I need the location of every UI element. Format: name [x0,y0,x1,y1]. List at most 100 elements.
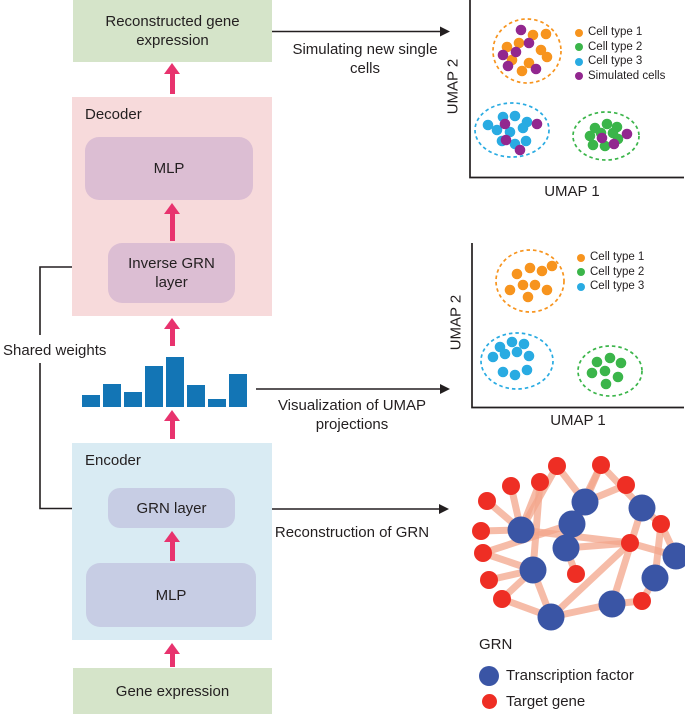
target-gene-node [567,565,585,583]
legend-label: Cell type 1 [590,251,645,263]
target-gene-node [531,473,549,491]
up-arrow-icon [164,203,180,241]
legend-row: Cell type 3 [575,55,665,68]
target-gene-node [652,515,670,533]
grn-legend: Transcription factor Target gene [478,664,634,714]
legend-dot-icon [481,694,497,709]
cluster-outline [577,345,643,397]
cell-dot [586,367,598,379]
legend-label: Simulated cells [588,69,666,82]
target-gene-node [472,522,490,540]
transcription-factor-node [662,542,685,570]
cell-dot [608,138,620,150]
cell-dot [522,291,534,303]
cluster-outline [480,332,554,390]
legend-label: Transcription factor [506,667,634,684]
up-arrow-icon [164,410,180,439]
legend-row: Target gene [478,690,634,713]
legend-row: Cell type 1 [577,251,644,264]
cell-dot [523,350,535,362]
cell-dot [513,37,525,49]
cell-dot [524,262,536,274]
encoder-mlp-box: MLP [86,563,256,627]
grn-layer-label: GRN layer [136,499,207,517]
cell-dot [521,364,533,376]
umap-top-xlabel: UMAP 1 [544,183,600,200]
encoder-label: Encoder [85,452,141,469]
legend-dot-icon [575,57,583,66]
cell-dot [540,28,552,40]
cell-dot [501,41,513,53]
cell-dot [499,348,511,360]
legend-dot-icon [575,43,583,51]
cell-dot [596,132,608,144]
cell-dot [516,65,528,77]
weight-bar [208,399,226,407]
cell-dot [510,46,522,58]
weights-histogram [82,357,247,407]
cell-dot [535,44,547,56]
cell-dot [529,279,541,291]
visualize-arrow-label: Visualization of UMAP projections [277,397,427,433]
transcription-factor-node [519,556,547,584]
cell-dot [504,126,516,138]
cell-dot [518,338,530,350]
up-arrow-icon [164,531,180,561]
cell-dot [517,122,529,134]
cell-dot [615,357,627,369]
cluster-outline [474,102,550,158]
legend-row: Cell type 2 [577,266,644,279]
cell-dot [497,49,509,61]
visualize-arrowhead-icon [440,384,450,394]
legend-label: Cell type 3 [588,55,643,67]
cell-dot [600,378,612,390]
target-gene-node [592,456,610,474]
legend-row: Simulated cells [575,70,665,83]
transcription-factor-node [552,534,580,562]
transcription-factor-node [628,494,656,522]
shared-weights-label: Shared weights [1,341,109,360]
legend-dot-icon [577,253,585,262]
cell-dot [546,260,558,272]
weight-bar [229,374,247,407]
cell-dot [509,110,521,122]
encoder-mlp-label: MLP [155,586,187,604]
legend-dot-wrap [478,694,500,709]
transcription-factor-node [571,488,599,516]
cell-dot [530,63,542,75]
legend-row: Cell type 2 [575,41,665,54]
cell-dot [500,134,512,146]
umap-mid-scatter [480,249,643,397]
legend-dot-icon [575,28,583,37]
legend-label: Cell type 2 [588,40,643,53]
grn-edge [547,539,634,621]
weight-bar [103,384,121,407]
target-gene-node [493,590,511,608]
weight-bar [82,395,100,407]
cluster-outline [495,249,565,313]
cell-dot [506,336,518,348]
umap-top-scatter [474,18,640,161]
decoder-mlp-box: MLP [85,137,253,200]
cell-dot [520,135,532,147]
cell-dot [511,268,523,280]
target-gene-node [617,476,635,494]
inverse-grn-layer-box: Inverse GRN layer [108,243,235,303]
cell-dot [541,51,553,63]
decoder-mlp-label: MLP [153,160,185,177]
target-gene-node [502,477,520,495]
cell-dot [599,140,611,152]
cell-dot [531,118,543,130]
legend-dot-icon [577,268,585,276]
cell-dot [523,37,535,49]
umap-top-legend: Cell type 1 Cell type 2 Cell type 3 Simulat… [575,26,665,84]
up-arrow-icon [164,63,180,94]
legend-label: Cell type 2 [590,265,645,278]
cell-dot [504,284,516,296]
cell-dot [601,118,613,130]
transcription-factor-node [558,510,586,538]
umap-top-axes [469,0,684,179]
grn-edge [529,478,544,574]
cell-dot [502,60,514,72]
reconstruct-arrowhead-icon [439,504,449,514]
